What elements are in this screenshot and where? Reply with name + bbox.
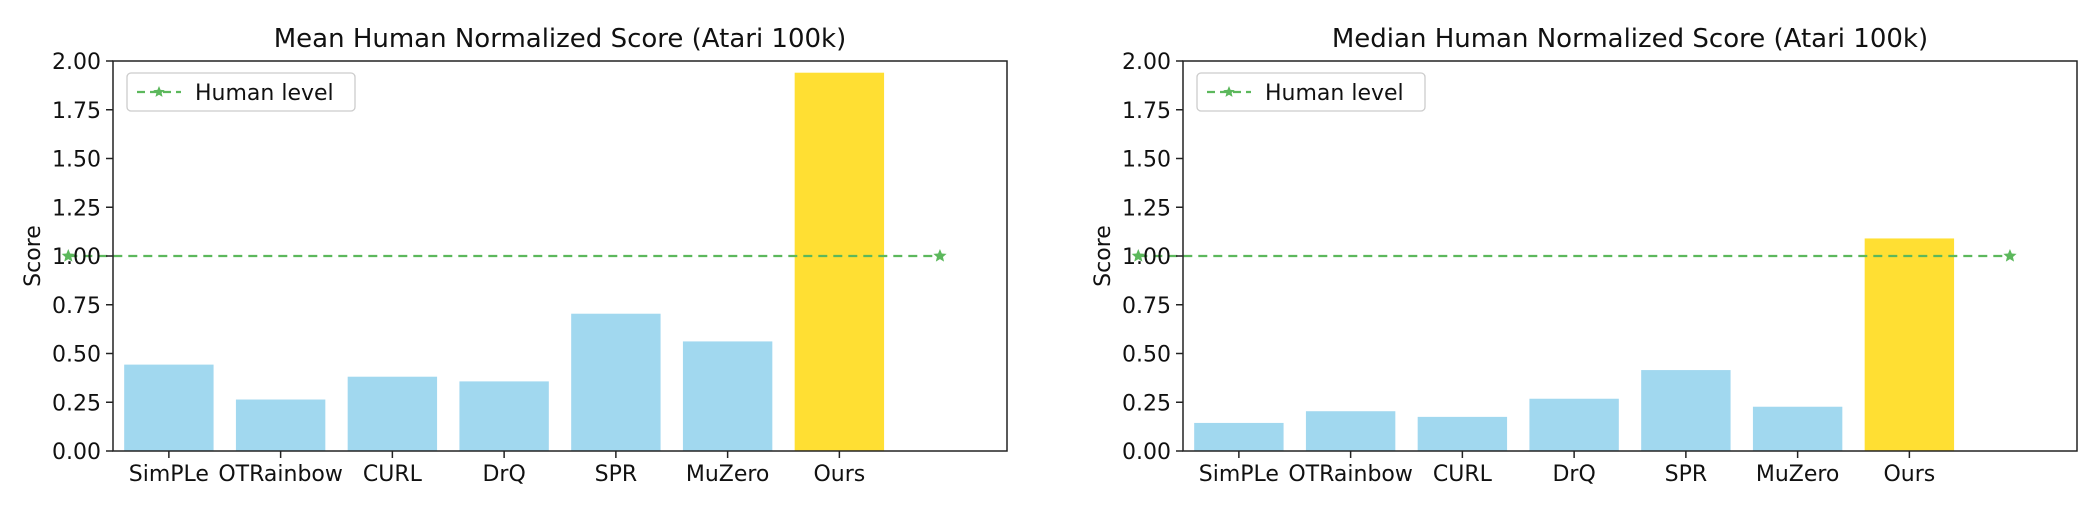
human-level-marker-2 — [2003, 249, 2017, 262]
legend: Human level — [126, 72, 356, 112]
bar-muzero — [682, 341, 773, 451]
x-tick-label: SPR — [595, 462, 638, 487]
bar-curl — [1417, 416, 1508, 451]
y-tick-label: 2.00 — [52, 50, 101, 75]
y-tick-label: 0.25 — [1122, 391, 1171, 416]
bar-muzero — [1752, 406, 1843, 451]
bar-otrainbow — [235, 399, 326, 451]
x-tick-label: SimPLe — [129, 462, 209, 487]
legend-box — [126, 72, 356, 112]
chart-title: Median Human Normalized Score (Atari 100… — [1332, 24, 1928, 54]
legend-label: Human level — [1265, 81, 1404, 106]
x-tick-label: CURL — [1433, 462, 1493, 487]
y-tick-label: 1.00 — [52, 245, 101, 270]
bar-spr — [571, 313, 661, 451]
legend-star-marker — [153, 86, 165, 97]
y-tick-label: 1.25 — [52, 196, 101, 221]
x-tick-label: SPR — [1665, 462, 1708, 487]
y-tick-label: 0.75 — [52, 294, 101, 319]
bar-otrainbow — [1305, 411, 1396, 451]
x-tick-label: DrQ — [482, 462, 525, 487]
x-tick-label: DrQ — [1552, 462, 1595, 487]
y-tick-label: 0.50 — [1122, 343, 1171, 368]
y-tick-label: 1.75 — [1122, 99, 1171, 124]
chart-panel-1: 0.00 0.25 0.50 0.75 1.00 1.25 1.50 1.75 2.00 SimP… — [21, 24, 1008, 487]
legend: Human level — [1196, 72, 1426, 112]
y-tick-label: 1.00 — [1122, 245, 1171, 270]
bar-ours — [1864, 238, 1955, 451]
x-tick-label: Ours — [813, 462, 865, 487]
y-tick-label: 0.50 — [52, 343, 101, 368]
y-tick-label: 2.00 — [1122, 50, 1171, 75]
y-tick-label: 1.50 — [52, 148, 101, 173]
x-tick-label: MuZero — [1756, 462, 1840, 487]
legend-label: Human level — [195, 81, 334, 106]
x-tick-label: Ours — [1883, 462, 1935, 487]
y-tick-label: 1.75 — [52, 99, 101, 124]
bar-drq — [1529, 398, 1619, 451]
bar-ours — [794, 72, 885, 451]
human-level-marker-1 — [1131, 249, 1145, 262]
x-tick-label: CURL — [363, 462, 423, 487]
x-tick-label: MuZero — [686, 462, 770, 487]
human-level-marker-2 — [933, 249, 947, 262]
chart-title: Mean Human Normalized Score (Atari 100k) — [274, 24, 847, 54]
bar-simple — [1194, 422, 1284, 451]
x-tick-label: OTRainbow — [218, 462, 343, 487]
y-tick-label: 1.25 — [1122, 196, 1171, 221]
y-tick-label: 0.00 — [52, 440, 101, 465]
legend-box — [1196, 72, 1426, 112]
bar-spr — [1641, 370, 1731, 451]
bar-simple — [124, 364, 214, 451]
legend-star-marker — [1223, 86, 1235, 97]
y-tick-label: 0.25 — [52, 391, 101, 416]
y-tick-label: 1.50 — [1122, 148, 1171, 173]
chart-panel-2: 0.00 0.25 0.50 0.75 1.00 1.25 1.50 1.75 2.00 SimP… — [1091, 24, 2078, 487]
y-axis-label: Score — [1091, 225, 1116, 287]
y-axis-label: Score — [21, 225, 46, 287]
x-tick-label: SimPLe — [1199, 462, 1279, 487]
y-tick-label: 0.00 — [1122, 440, 1171, 465]
bar-drq — [459, 381, 549, 451]
bar-curl — [347, 376, 438, 451]
x-tick-label: OTRainbow — [1288, 462, 1413, 487]
y-tick-label: 0.75 — [1122, 294, 1171, 319]
human-level-marker-1 — [61, 249, 75, 262]
